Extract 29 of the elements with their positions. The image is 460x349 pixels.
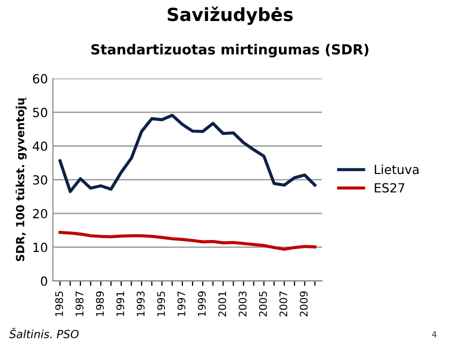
legend-label: Lietuva	[374, 164, 419, 174]
x-tick-label: 1991	[116, 292, 124, 316]
x-tick-label: 2009	[300, 291, 308, 316]
y-tick-label: 40	[32, 141, 48, 151]
x-tick-label: 2003	[238, 292, 247, 316]
x-tick-label: 2007	[279, 292, 288, 316]
legend-label: ES27	[374, 183, 404, 193]
chart-title: Savižudybės	[168, 6, 293, 25]
line-series	[58, 230, 316, 251]
x-tick-label: 1997	[177, 292, 186, 316]
y-axis-title: SDR, 100 tūkst. gyventojų	[16, 98, 27, 262]
y-tick-label: 60	[33, 74, 48, 84]
x-tick-label: 2001	[218, 292, 226, 316]
text: Šaltinis. PSO	[9, 328, 79, 338]
chart-subtitle: Standartizuotas mirtingumas (SDR)	[91, 44, 368, 58]
y-tick-label: 0	[40, 276, 48, 286]
x-tick-label: 1987	[76, 292, 84, 316]
y-tick-label: 10	[34, 242, 48, 252]
y-tick-label: 20	[33, 208, 48, 218]
x-tick-label: 1985	[55, 292, 64, 316]
x-tick-label: 2005	[259, 292, 267, 316]
x-tick-label: 1989	[96, 291, 104, 316]
x-tick-label: 1999	[198, 291, 206, 316]
y-tick-label: 50	[33, 108, 48, 118]
line-series	[58, 114, 316, 194]
x-tick-label: 1993	[136, 292, 145, 316]
x-tick-label: 1995	[157, 292, 165, 316]
y-tick-label: 30	[33, 175, 48, 185]
text: 4	[432, 331, 437, 338]
